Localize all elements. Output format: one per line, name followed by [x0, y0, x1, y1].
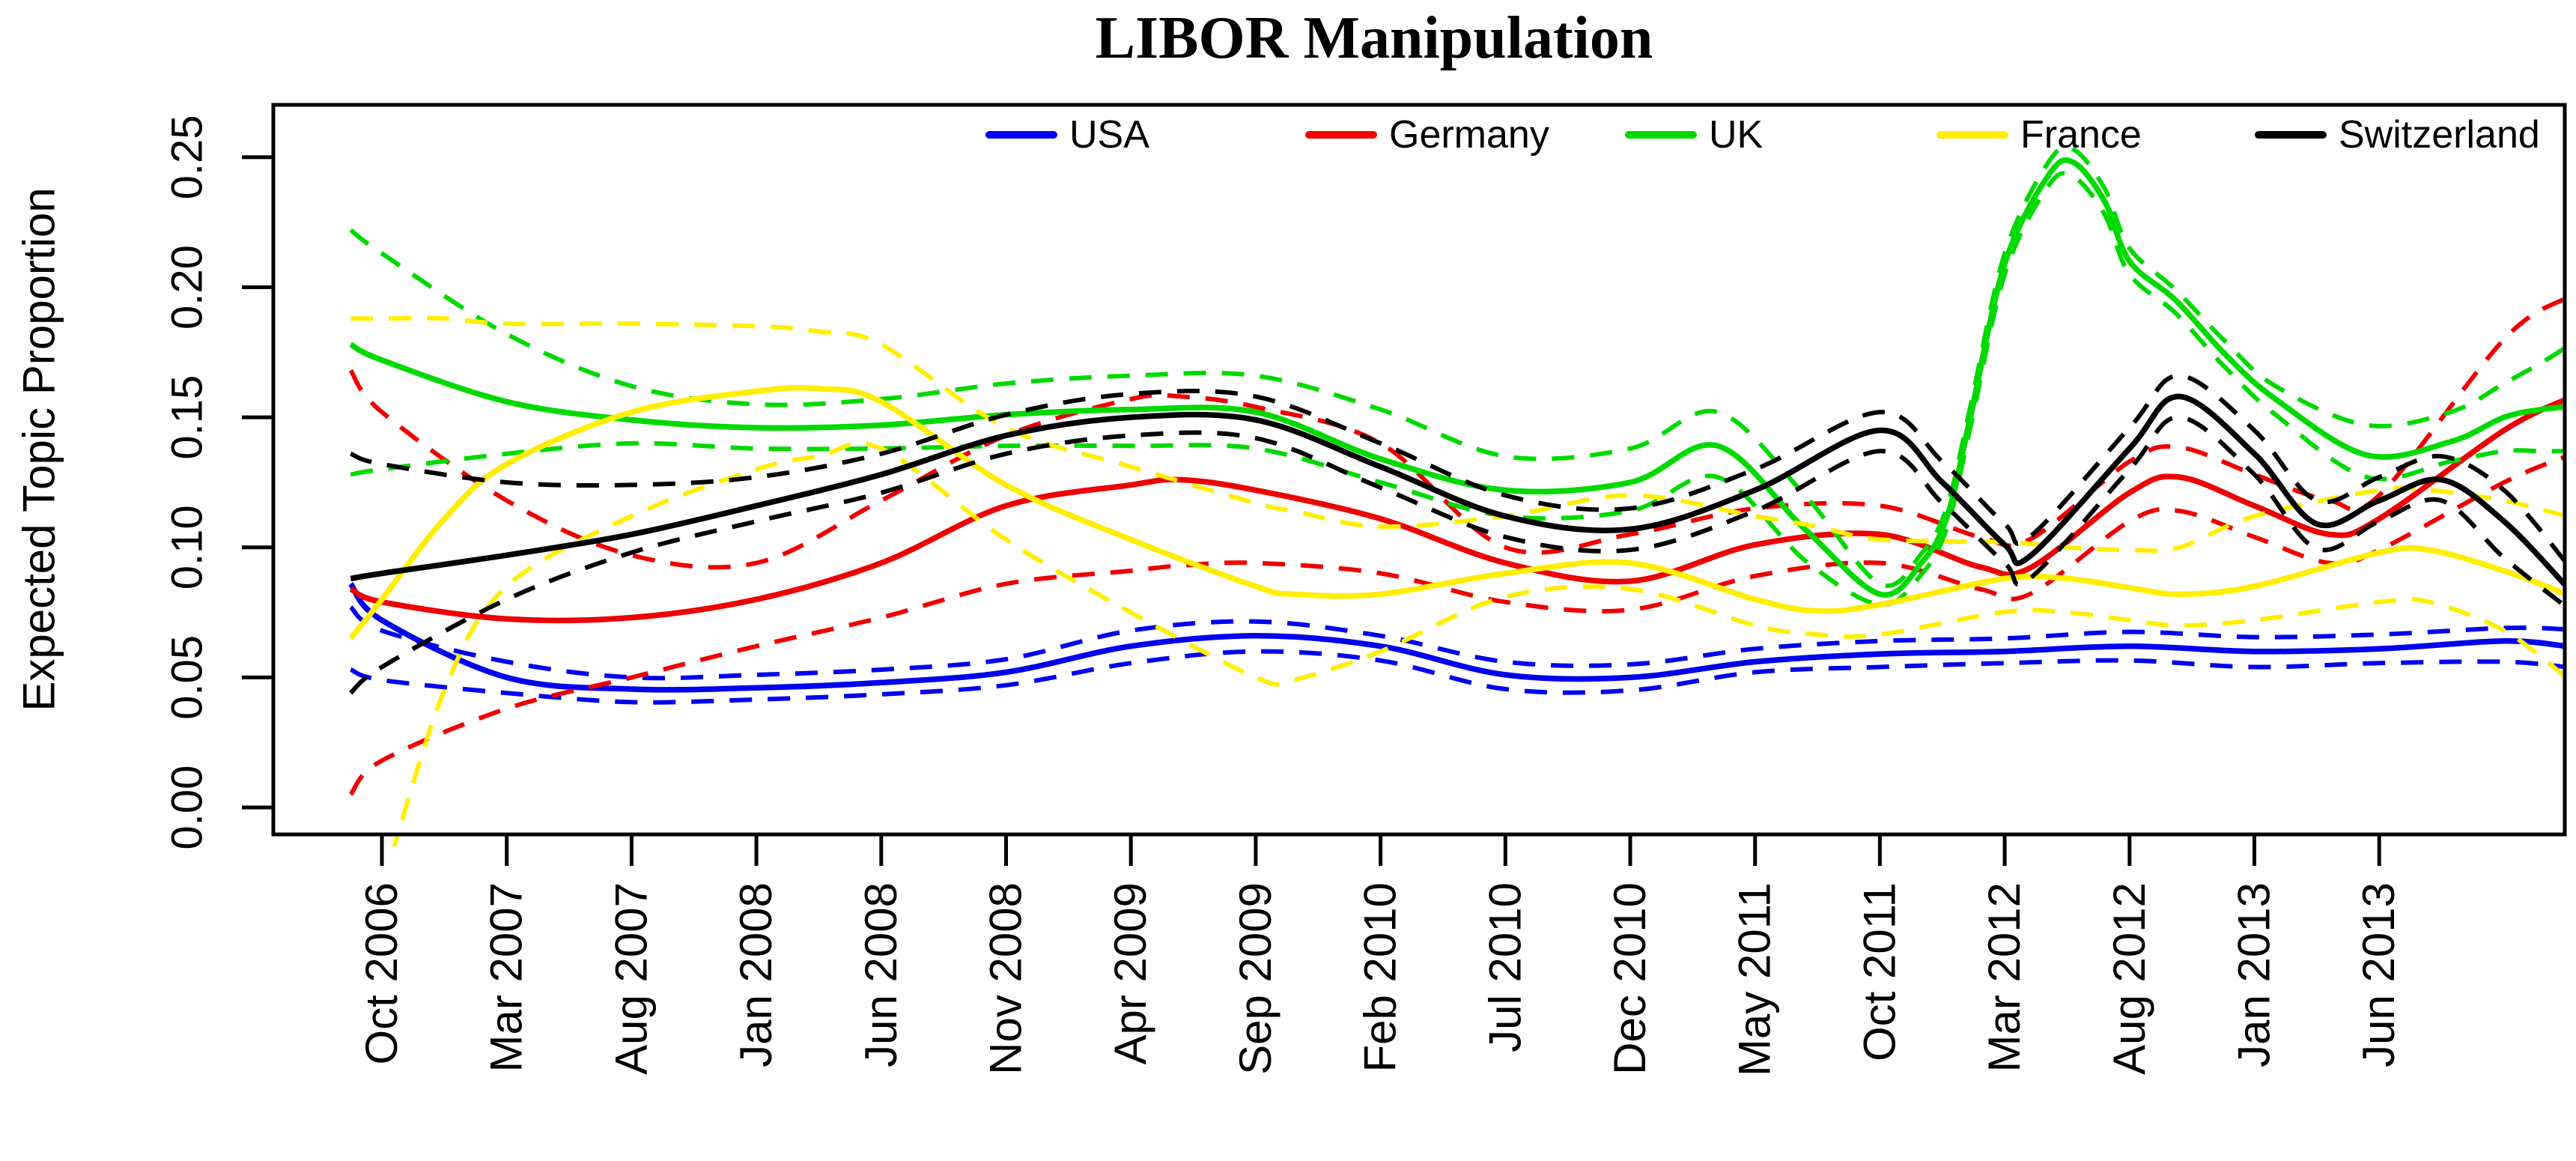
series-usa	[348, 581, 2565, 705]
x-tick-label: Jun 2008	[856, 882, 906, 1067]
legend-label: Switzerland	[2339, 113, 2540, 157]
x-tick-label: Sep 2009	[1230, 882, 1281, 1075]
legend-item-usa: USA	[985, 113, 1149, 157]
y-tick-label: 0.25	[163, 115, 212, 199]
y-tick-label: 0.00	[163, 766, 212, 850]
switzerland-line-swatch	[2255, 131, 2327, 139]
france-line-swatch	[1936, 131, 2008, 139]
x-tick-label: Oct 2011	[1854, 882, 1904, 1061]
x-tick-label: Apr 2009	[1105, 882, 1155, 1065]
x-tick-label: Jan 2013	[2229, 882, 2279, 1067]
chart-title: LIBOR Manipulation	[1095, 5, 1653, 71]
x-tick-label: Jan 2008	[731, 882, 781, 1067]
series-france	[348, 315, 2565, 846]
y-tick-label: 0.20	[163, 245, 212, 330]
legend-item-france: France	[1936, 113, 2142, 157]
legend-item-germany: Germany	[1305, 113, 1549, 157]
germany-line-swatch	[1305, 131, 1377, 139]
legend-item-uk: UK	[1625, 113, 1764, 157]
x-tick-label: Dec 2010	[1605, 882, 1655, 1075]
legend-label: UK	[1709, 113, 1764, 157]
x-tick-label: Oct 2006	[356, 882, 407, 1065]
x-tick-label: Aug 2012	[2104, 882, 2154, 1075]
legend-item-switzerland: Switzerland	[2255, 113, 2540, 157]
uk-line-swatch	[1625, 131, 1697, 139]
y-tick-label: 0.15	[163, 375, 212, 460]
x-axis: Oct 2006 Mar 2007 Aug 2007 Jan 2008 Jun 2008…	[356, 834, 2404, 1076]
x-tick-label: Feb 2010	[1355, 882, 1406, 1073]
x-tick-label: Mar 2012	[1979, 882, 2029, 1072]
series-layer	[348, 145, 2565, 846]
x-tick-label: Nov 2008	[981, 882, 1031, 1075]
plot-frame	[271, 103, 2567, 837]
x-tick-label: Aug 2007	[606, 882, 656, 1075]
legend-label: USA	[1069, 113, 1149, 157]
series-germany	[348, 296, 2565, 796]
legend-label: France	[2020, 113, 2142, 157]
y-tick-label: 0.10	[163, 505, 212, 589]
legend-label: Germany	[1389, 113, 1549, 157]
y-tick-label: 0.05	[163, 635, 212, 720]
series-uk	[349, 145, 2565, 607]
x-tick-label: Mar 2007	[482, 882, 532, 1072]
x-tick-label: Jul 2010	[1480, 882, 1530, 1052]
usa-line-swatch	[985, 131, 1057, 139]
series-switzerland	[349, 373, 2565, 695]
y-axis: 0.00 0.05 0.10 0.15 0.20 0.25	[163, 115, 273, 850]
x-tick-label: May 2011	[1730, 882, 1780, 1076]
x-tick-label: Jun 2013	[2354, 882, 2404, 1067]
